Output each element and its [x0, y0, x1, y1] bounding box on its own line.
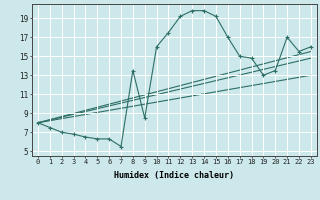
X-axis label: Humidex (Indice chaleur): Humidex (Indice chaleur): [115, 171, 234, 180]
